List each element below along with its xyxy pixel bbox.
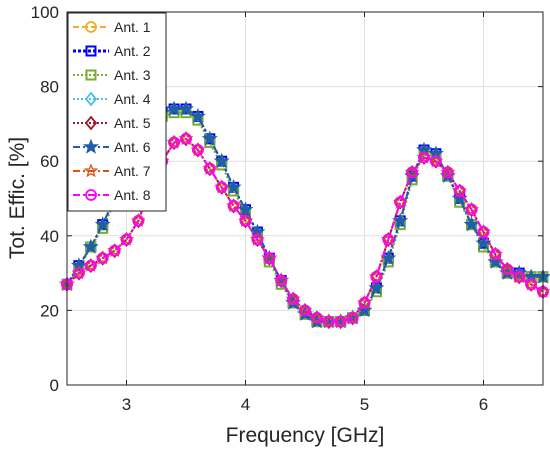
- legend-marker: [83, 163, 99, 178]
- plot-frame: [66, 11, 544, 386]
- data-point: [168, 136, 181, 149]
- legend-label: Ant. 7: [114, 163, 151, 179]
- x-tick-label: 3: [122, 395, 131, 414]
- legend-entry: Ant. 8: [73, 187, 151, 203]
- data-point: [227, 200, 240, 212]
- data-point: [132, 214, 145, 227]
- legend-label: Ant. 5: [114, 115, 151, 131]
- data-point: [441, 166, 454, 179]
- data-point: [189, 108, 206, 124]
- legend-entry: Ant. 1: [73, 19, 151, 35]
- x-tick-label: 4: [241, 395, 250, 414]
- y-tick-label: 40: [40, 227, 59, 246]
- legend-label: Ant. 4: [114, 91, 151, 107]
- y-tick-label: 60: [40, 152, 59, 171]
- data-point: [429, 155, 442, 168]
- y-tick-label: 100: [31, 3, 59, 22]
- legend-marker: [85, 69, 97, 81]
- legend-label: Ant. 8: [114, 187, 151, 203]
- data-point: [487, 253, 504, 269]
- data-point: [475, 234, 492, 251]
- data-point: [310, 311, 323, 324]
- data-point: [108, 244, 121, 257]
- data-point: [237, 201, 254, 217]
- legend-entry: Ant. 5: [73, 115, 151, 131]
- data-point: [322, 315, 335, 328]
- legend-marker: [84, 115, 98, 131]
- legend-label: Ant. 3: [114, 67, 151, 83]
- legend-entry: Ant. 2: [73, 43, 151, 59]
- legend-marker: [83, 138, 99, 154]
- data-point: [180, 132, 192, 145]
- data-point: [96, 252, 109, 265]
- data-point: [513, 270, 526, 283]
- data-point: [489, 248, 502, 261]
- data-point: [299, 304, 311, 317]
- x-tick-label: 5: [360, 395, 369, 414]
- legend-entry: Ant. 3: [73, 67, 151, 83]
- data-point: [465, 203, 478, 216]
- data-point: [501, 263, 514, 276]
- data-point: [82, 238, 99, 254]
- legend-label: Ant. 6: [114, 139, 151, 155]
- series-line: [66, 111, 543, 323]
- data-point: [120, 233, 133, 246]
- y-axis-label: Tot. Effic. [%]: [6, 137, 29, 259]
- data-point: [178, 100, 194, 116]
- data-point: [213, 152, 230, 168]
- y-tick-label: 80: [40, 78, 59, 97]
- data-point: [394, 196, 407, 209]
- x-axis-label: Frequency [GHz]: [226, 424, 385, 447]
- data-point: [358, 297, 371, 309]
- data-point: [203, 162, 216, 175]
- data-point: [251, 233, 264, 246]
- data-point: [275, 274, 288, 287]
- legend: Ant. 1 Ant. 2 Ant. 3 Ant. 4 Ant. 5 Ant. 6 Ant.…: [67, 12, 167, 212]
- legend-marker: [84, 91, 98, 107]
- y-tick-label: 20: [40, 301, 59, 320]
- legend-entry: Ant. 6: [73, 138, 151, 155]
- legend-label: Ant. 1: [114, 19, 151, 35]
- data-point: [263, 252, 276, 265]
- legend-entry: Ant. 7: [73, 163, 151, 179]
- data-point: [191, 144, 204, 156]
- data-point: [84, 259, 97, 272]
- legend-entry: Ant. 4: [73, 91, 151, 107]
- data-point: [73, 267, 85, 280]
- data-point: [463, 216, 480, 232]
- data-point: [525, 278, 537, 291]
- data-point: [346, 311, 359, 324]
- data-point: [370, 270, 383, 283]
- legend-label: Ant. 2: [114, 43, 151, 59]
- series-8: [61, 132, 549, 328]
- legend-marker: [85, 21, 97, 33]
- data-point: [406, 166, 419, 179]
- data-point: [453, 185, 466, 197]
- data-point: [334, 315, 347, 328]
- data-point: [368, 279, 385, 295]
- legend-marker: [85, 45, 97, 57]
- data-point: [94, 216, 111, 232]
- y-tick-label: 0: [50, 376, 59, 395]
- legend-box: [67, 12, 167, 212]
- legend-marker: [85, 189, 97, 201]
- data-point: [382, 233, 395, 246]
- data-point: [239, 214, 252, 227]
- data-point: [477, 226, 490, 238]
- data-point: [418, 151, 430, 164]
- data-point: [287, 293, 300, 306]
- data-point: [215, 181, 228, 194]
- data-point: [451, 190, 468, 206]
- x-tick-label: 6: [479, 395, 488, 414]
- data-point: [201, 130, 218, 146]
